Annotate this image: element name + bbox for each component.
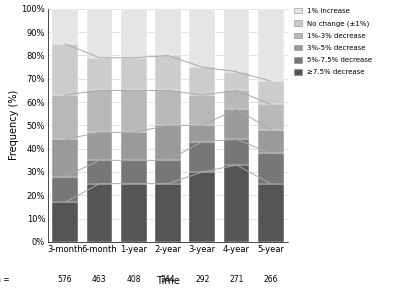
Text: 292: 292 — [195, 275, 210, 284]
Bar — [86, 160, 112, 183]
Text: 271: 271 — [229, 275, 244, 284]
Bar — [52, 95, 78, 139]
Bar — [52, 9, 78, 44]
Bar — [52, 177, 78, 202]
Bar — [224, 165, 250, 242]
Bar — [258, 153, 284, 183]
Bar — [258, 81, 284, 104]
Bar — [155, 160, 181, 183]
Legend: 1% increase, No change (±1%), 1%-3% decrease, 3%-5% decrease, 5%-7.5% decrease, : 1% increase, No change (±1%), 1%-3% decr… — [294, 8, 372, 75]
Bar — [121, 160, 146, 183]
Bar — [86, 132, 112, 160]
Bar — [224, 91, 250, 109]
X-axis label: Time: Time — [156, 276, 180, 286]
Bar — [190, 172, 215, 242]
Bar — [155, 90, 181, 125]
Y-axis label: Frequency (%): Frequency (%) — [9, 90, 19, 160]
Bar — [52, 139, 78, 177]
Bar — [190, 67, 215, 95]
Text: 408: 408 — [126, 275, 141, 284]
Bar — [52, 202, 78, 242]
Bar — [86, 9, 112, 58]
Text: 463: 463 — [92, 275, 107, 284]
Bar — [121, 90, 146, 132]
Bar — [121, 132, 146, 160]
Bar — [86, 183, 112, 242]
Bar — [190, 95, 215, 125]
Bar — [52, 44, 78, 95]
Bar — [224, 109, 250, 139]
Bar — [258, 183, 284, 242]
Bar — [224, 139, 250, 165]
Bar — [155, 183, 181, 242]
Text: 344: 344 — [161, 275, 175, 284]
Bar — [190, 125, 215, 142]
Bar — [258, 9, 284, 81]
Bar — [155, 125, 181, 160]
Bar — [86, 58, 112, 91]
Bar — [258, 130, 284, 153]
Bar — [190, 9, 215, 67]
Bar — [155, 9, 181, 55]
Bar — [155, 55, 181, 91]
Bar — [224, 72, 250, 91]
Text: 266: 266 — [264, 275, 278, 284]
Bar — [258, 104, 284, 130]
Text: n =: n = — [0, 275, 10, 284]
Bar — [121, 183, 146, 242]
Bar — [121, 58, 146, 91]
Text: 576: 576 — [58, 275, 72, 284]
Bar — [86, 90, 112, 132]
Bar — [224, 9, 250, 72]
Bar — [121, 9, 146, 58]
Bar — [190, 142, 215, 172]
